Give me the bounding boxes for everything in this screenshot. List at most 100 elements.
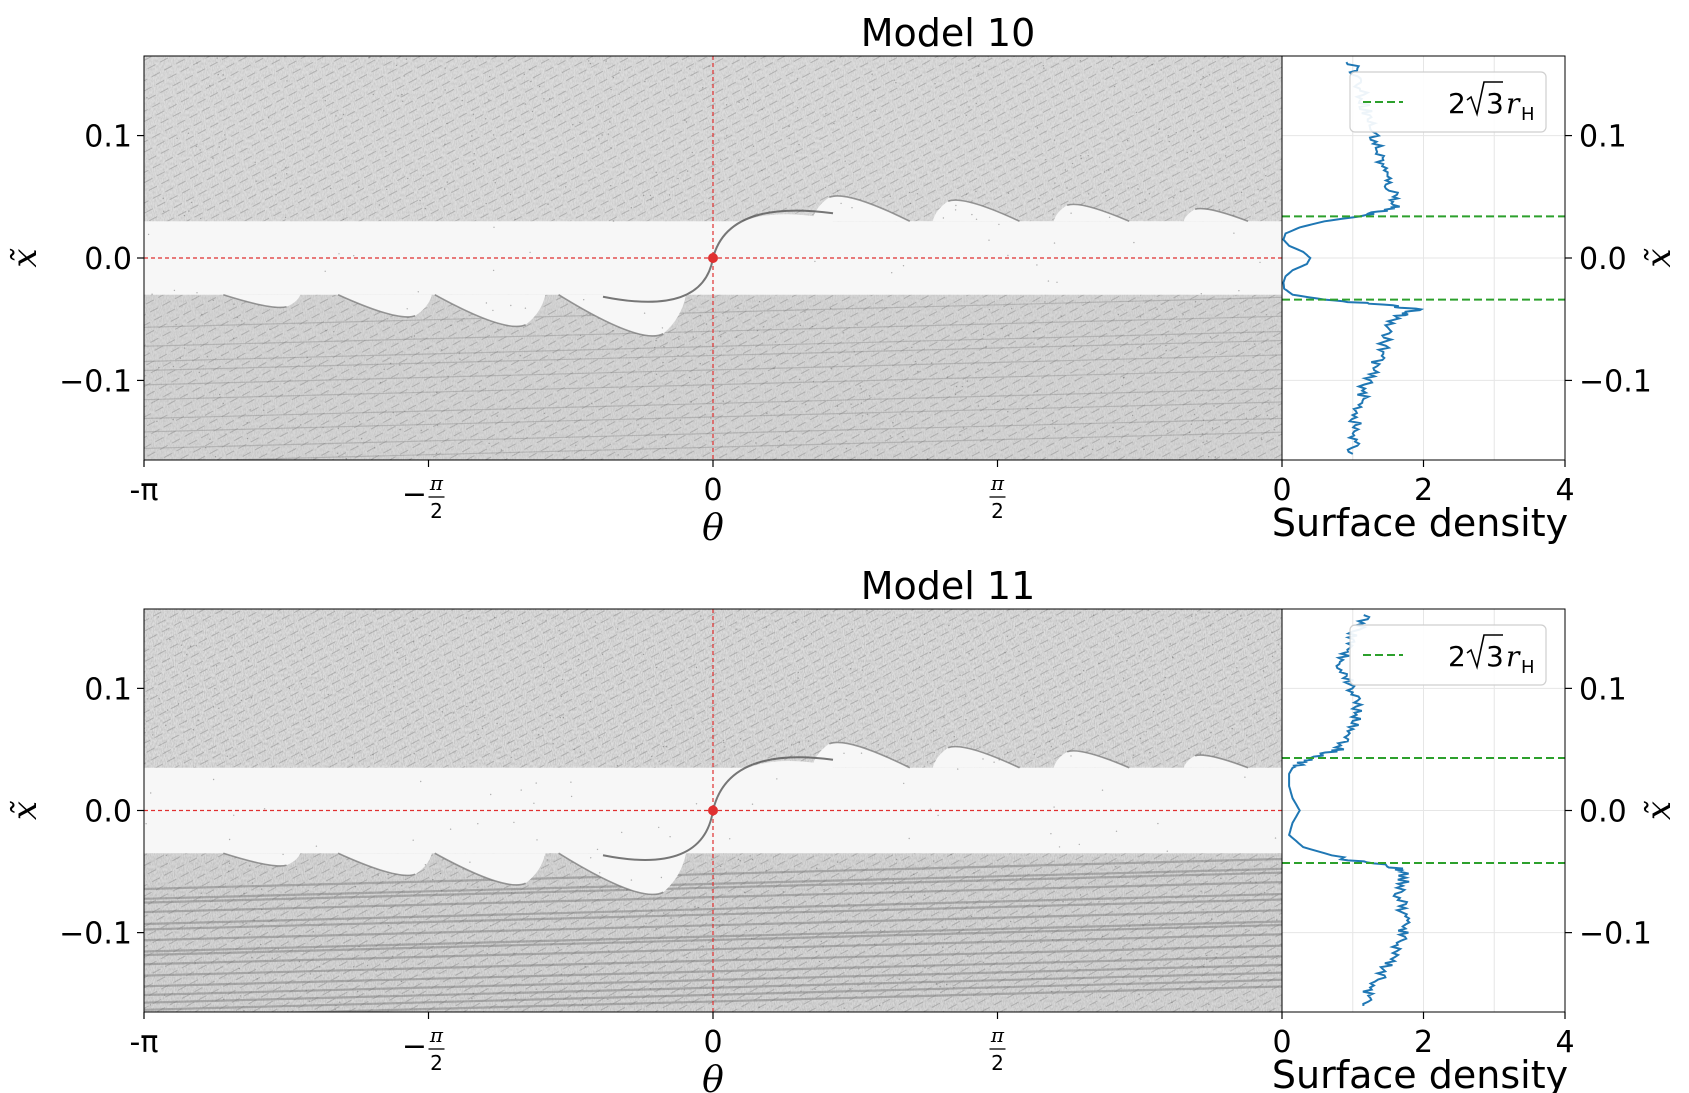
particle [1149,752,1151,754]
particle [260,943,262,946]
particle [379,381,382,384]
particle [1167,430,1169,432]
particle [393,686,395,688]
particle [481,727,484,730]
particle [1199,84,1202,86]
particle [188,686,190,688]
particle [417,291,419,293]
particle [765,626,768,628]
particle [151,734,154,736]
particle [558,630,560,632]
particle [453,712,455,714]
particle [1142,924,1144,926]
particle [910,738,913,741]
particle [490,793,492,796]
particle [950,853,952,856]
particle [997,400,999,403]
particle [375,945,377,947]
particle [605,60,607,62]
particle [1033,753,1036,756]
particle [1171,1001,1173,1004]
particle [908,837,910,840]
particle [850,403,852,405]
particle [218,146,220,148]
x-tick-label-sign: − [402,1029,427,1064]
particle [1202,419,1205,421]
particle [1246,734,1248,736]
particle [1238,290,1240,292]
particle [1264,201,1267,203]
particle [236,357,239,359]
particle [700,315,702,317]
particle [251,882,254,884]
particle [1165,344,1167,347]
x-tick-label: 0 [703,473,722,508]
particle [400,980,403,983]
side-x-tick-label: 2 [1414,1025,1433,1060]
particle [763,977,765,979]
particle [342,218,344,221]
particle [1050,833,1052,835]
x-tick-label-sign: − [402,477,427,512]
particle [965,193,968,195]
x-tick-label-den: 2 [991,499,1004,523]
particle [492,309,494,312]
particle [844,160,846,162]
particle [180,644,183,646]
particle [478,386,481,388]
particle [1224,155,1227,157]
ring-band [144,955,1282,988]
particle [1043,67,1045,69]
particle [836,861,839,863]
particle [420,780,422,783]
particle [486,952,488,955]
particle [946,376,949,378]
particle [1168,140,1171,143]
particle [522,134,524,136]
particle [469,861,471,863]
particle [1140,347,1142,349]
particle [231,637,233,639]
particle [1054,427,1056,429]
particle [862,415,864,417]
y-tick-label: 0.1 [84,672,132,707]
particle [1129,925,1131,927]
wake-lobe-upper [932,746,1020,768]
particle [1218,209,1221,211]
particle [668,94,671,96]
particle [338,253,340,255]
particle [263,680,265,682]
particle [1226,422,1228,424]
particle [254,161,256,163]
particle [1254,698,1256,701]
particle [1175,132,1178,134]
particle [1035,918,1037,920]
particle [309,973,312,975]
particle [901,436,904,438]
particle [755,442,757,444]
particle [1205,954,1208,957]
particle [874,110,876,113]
particle [918,666,921,668]
particle [300,683,303,685]
particle [782,891,785,893]
particle [392,411,394,414]
particle [197,719,199,721]
particle [559,716,561,719]
particle [1112,67,1114,70]
particle [598,737,600,739]
particle [157,616,159,618]
particle [1056,281,1058,283]
particle [565,186,567,188]
wake-edge-upper [828,741,911,769]
particle [799,378,801,381]
particle [1138,993,1140,995]
particle [868,395,871,397]
particle [1153,710,1155,713]
particle [419,943,422,945]
particle [975,102,977,105]
particle [1240,191,1243,194]
particle [383,368,385,370]
particle [686,170,689,172]
particle [589,701,592,703]
